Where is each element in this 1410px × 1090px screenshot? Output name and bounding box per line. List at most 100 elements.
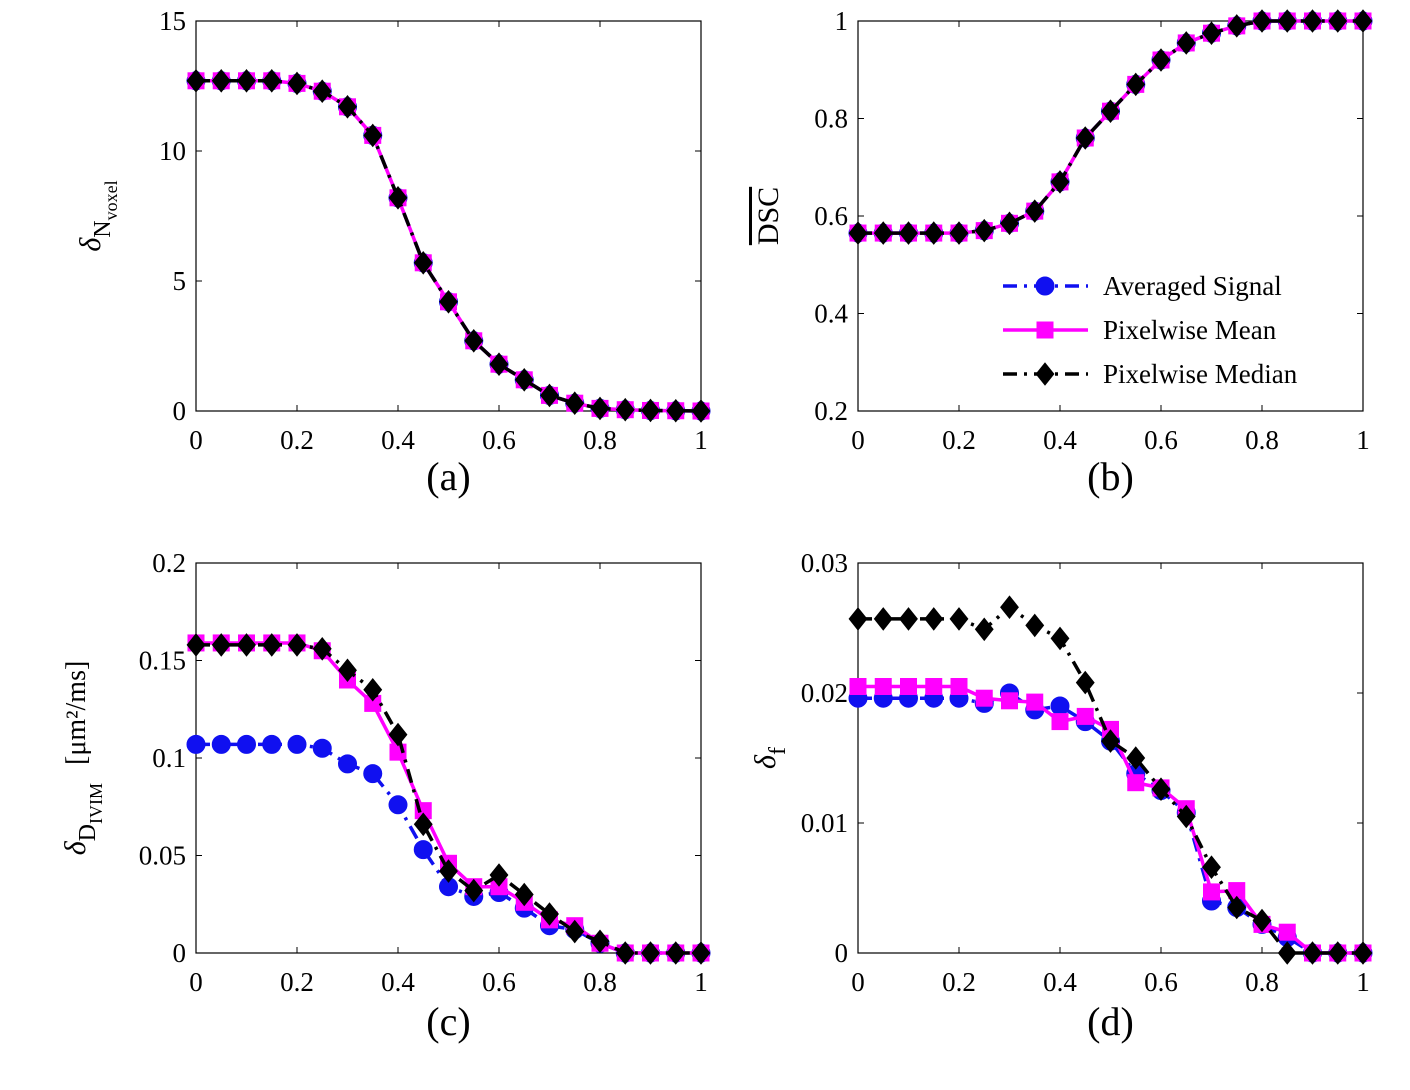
data-point-median xyxy=(464,878,484,903)
data-point-median xyxy=(1075,126,1095,150)
data-point-mean xyxy=(1203,883,1220,901)
data-point-averaged xyxy=(1050,696,1070,716)
data-point-median xyxy=(413,250,433,275)
x-tick-label: 1 xyxy=(694,425,708,455)
data-point-median xyxy=(1025,613,1045,638)
data-point-median xyxy=(1328,941,1348,965)
plot-frame xyxy=(857,20,1364,412)
data-point-averaged xyxy=(413,840,433,860)
data-point-mean xyxy=(1051,713,1069,731)
data-point-median xyxy=(691,399,711,423)
data-point-median xyxy=(615,397,635,422)
data-point-median xyxy=(262,68,282,93)
panel-label: (b) xyxy=(1087,454,1134,499)
data-point-median xyxy=(363,677,383,702)
data-point-median xyxy=(186,68,206,93)
data-point-median xyxy=(873,607,893,631)
y-axis-label-symbol: δ xyxy=(749,754,782,769)
data-point-median xyxy=(312,79,332,104)
data-point-median xyxy=(1126,746,1146,770)
data-point-averaged xyxy=(186,734,206,754)
panel-label: (c) xyxy=(426,999,470,1044)
series-line-averaged xyxy=(858,19,1363,235)
data-point-mean xyxy=(849,678,867,695)
data-point-median xyxy=(1101,729,1120,753)
x-tick-label: 0 xyxy=(851,967,865,997)
y-tick-label: 0.8 xyxy=(814,104,848,134)
data-point-averaged xyxy=(237,734,256,754)
data-point-median xyxy=(464,328,484,353)
data-point-mean xyxy=(975,689,993,707)
data-point-median xyxy=(1328,9,1348,33)
data-point-median xyxy=(413,812,433,837)
x-tick-label: 1 xyxy=(1356,967,1370,997)
data-point-median xyxy=(1303,9,1322,33)
data-point-median xyxy=(489,352,509,377)
data-point-median xyxy=(262,633,282,657)
x-tick-label: 0.8 xyxy=(583,967,617,997)
chart-panel-d: 0 0.2 0.4 0.6 0.8 1 0 0.01 0.02 0.03 (d) δf xyxy=(749,548,1373,1044)
data-point-median xyxy=(388,722,408,747)
data-point-median xyxy=(949,607,969,631)
y-tick-label: 0 xyxy=(173,938,187,968)
x-tick-label: 0.6 xyxy=(1144,967,1178,997)
data-point-mean xyxy=(1127,774,1145,792)
legend-label: Averaged Signal xyxy=(1103,271,1282,301)
data-point-median xyxy=(924,607,944,631)
y-axis-label-subsub: voxel xyxy=(101,180,121,220)
data-point-median xyxy=(540,383,559,408)
y-axis-label: δDIVIM [μm²/ms] xyxy=(59,661,106,856)
legend-marker xyxy=(1036,321,1054,339)
data-point-median xyxy=(615,941,635,965)
x-tick-label: 1 xyxy=(694,967,708,997)
series-line-mean xyxy=(196,641,701,955)
y-axis-label-unit: [μm²/ms] xyxy=(61,661,92,765)
data-point-median xyxy=(873,221,893,245)
data-point-median xyxy=(1075,670,1095,695)
series-line-mean xyxy=(858,19,1363,235)
data-point-median xyxy=(514,367,534,392)
data-point-averaged xyxy=(211,734,231,754)
data-point-median xyxy=(1050,626,1070,651)
data-point-median xyxy=(1202,21,1221,45)
legend: Averaged Signal Pixelwise Mean Pixelwise M… xyxy=(1003,271,1298,389)
data-point-averaged xyxy=(363,764,383,784)
y-tick-label: 0.4 xyxy=(814,299,848,329)
data-point-median xyxy=(363,123,383,148)
series-line-averaged xyxy=(196,79,702,413)
series-line-averaged xyxy=(196,742,701,955)
x-tick-label: 0.2 xyxy=(280,425,314,455)
data-point-mean xyxy=(1278,923,1296,941)
y-tick-label: 0.05 xyxy=(139,841,186,871)
data-point-median xyxy=(1151,48,1171,72)
x-tick-label: 0 xyxy=(189,425,203,455)
data-point-median xyxy=(1101,99,1120,123)
x-tick-label: 0.6 xyxy=(482,425,516,455)
data-point-mean xyxy=(900,678,917,695)
data-point-mean xyxy=(874,678,892,695)
series-line-median xyxy=(196,79,702,413)
y-tick-label: 0.01 xyxy=(801,808,848,838)
y-axis-label-subsub: IVIM xyxy=(86,783,106,824)
data-point-median xyxy=(237,633,256,657)
y-tick-label: 0.2 xyxy=(814,396,848,426)
data-point-mean xyxy=(1001,692,1018,710)
x-tick-label: 0.8 xyxy=(1245,425,1279,455)
data-point-median xyxy=(590,929,610,954)
y-tick-label: 0 xyxy=(835,938,849,968)
data-point-median xyxy=(1277,941,1297,965)
legend-marker xyxy=(1035,362,1055,386)
y-axis-label-text: DSC xyxy=(752,187,785,245)
data-point-mean xyxy=(1076,707,1094,725)
data-point-median xyxy=(287,71,307,96)
data-point-median xyxy=(1176,31,1196,55)
y-axis-label-symbol: δ xyxy=(59,840,92,855)
data-point-median xyxy=(1353,941,1373,965)
data-point-median xyxy=(1353,9,1373,33)
data-point-averaged xyxy=(388,795,408,815)
series-line-median xyxy=(196,643,701,955)
data-point-median xyxy=(338,94,357,119)
data-point-median xyxy=(489,863,509,887)
data-point-median xyxy=(848,221,868,245)
